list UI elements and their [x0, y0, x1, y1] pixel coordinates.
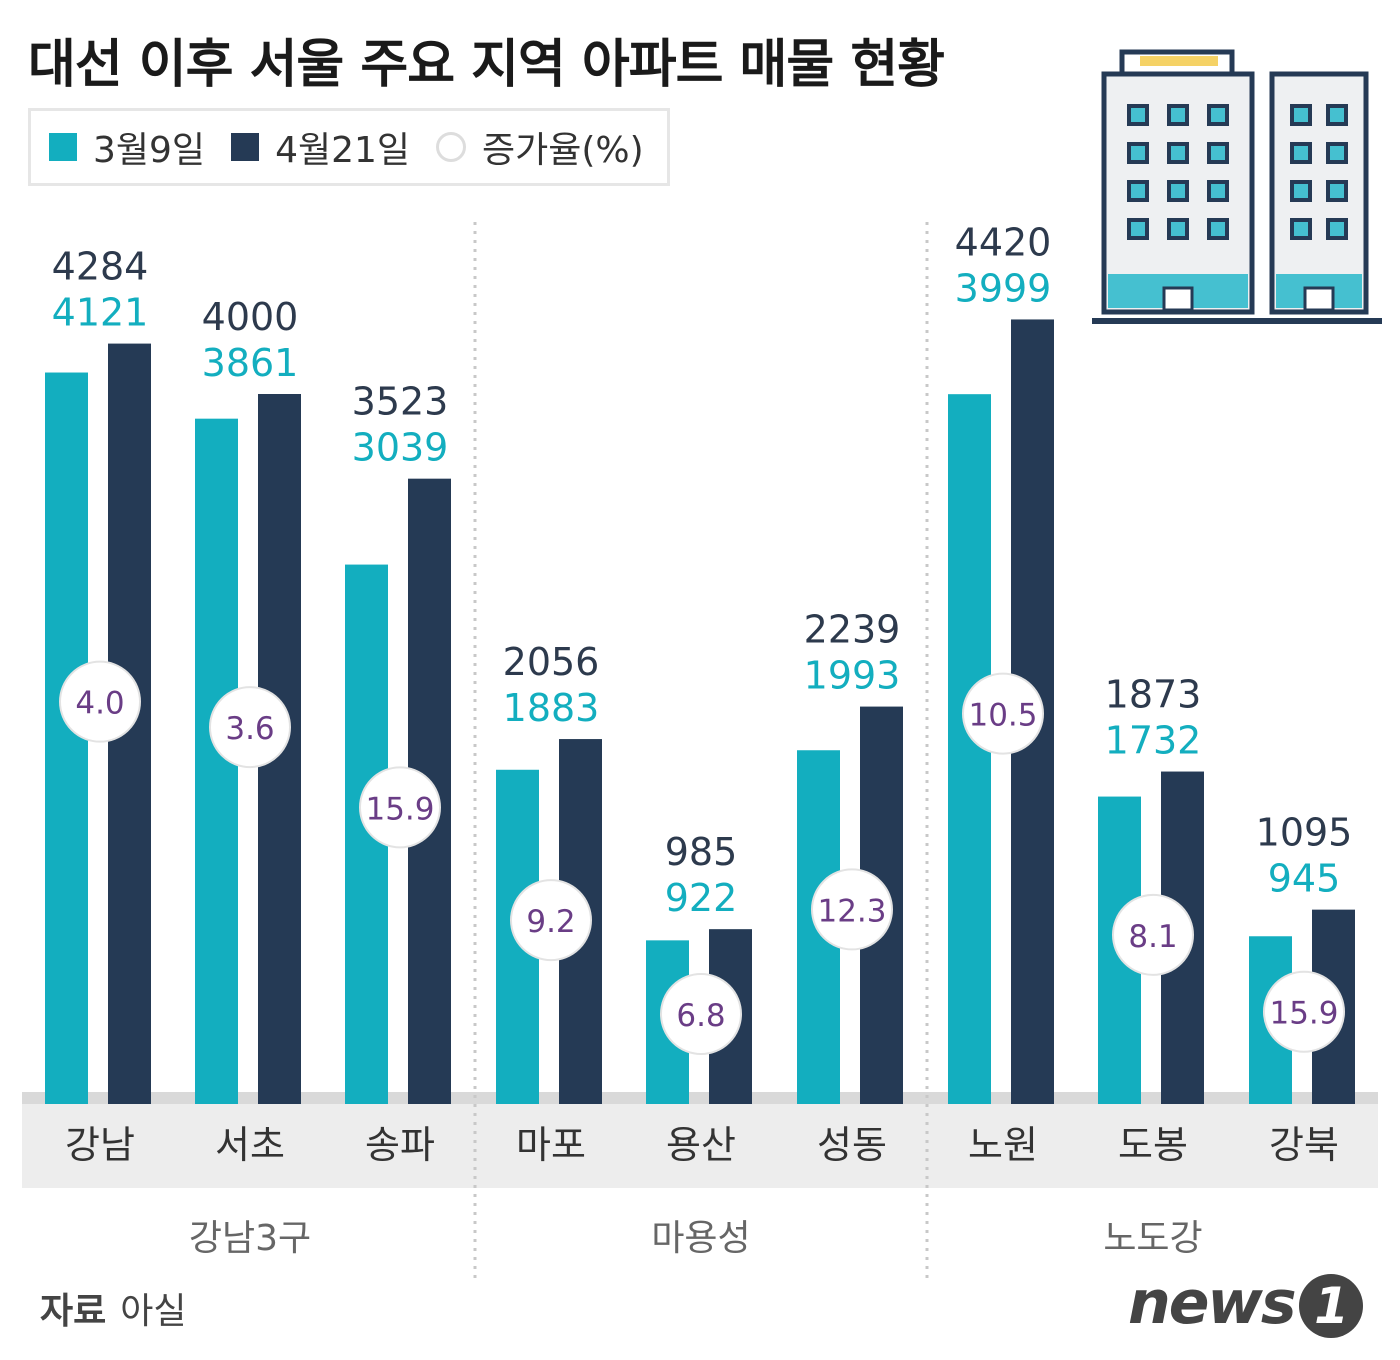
news1-logo: news 1	[1128, 1268, 1363, 1339]
legend-label-series2: 4월21일	[275, 130, 411, 171]
data-label-series1: 1732	[1105, 719, 1202, 763]
source-label: 자료	[40, 1291, 107, 1332]
legend-item-series1: 3월9일	[49, 121, 205, 173]
rate-label: 6.8	[676, 998, 725, 1034]
data-label-series1: 922	[665, 876, 738, 920]
legend-item-rate: 증가율(%)	[436, 121, 644, 173]
building-window	[1127, 218, 1149, 240]
building-door	[1162, 286, 1194, 312]
category-label: 용산	[666, 1123, 736, 1167]
legend-circle-rate	[436, 132, 467, 162]
logo-mark: 1	[1298, 1274, 1363, 1339]
data-label-series2: 1095	[1256, 811, 1353, 855]
rate-circle	[510, 879, 592, 962]
building-door	[1303, 286, 1335, 312]
building-window	[1290, 218, 1312, 240]
data-label-series1: 3999	[955, 266, 1052, 310]
building-window	[1207, 180, 1229, 202]
category-band	[22, 1104, 1378, 1188]
rate-circle	[811, 868, 893, 951]
group-label: 노도강	[1103, 1218, 1202, 1259]
rate-circle	[359, 766, 441, 849]
category-label: 서초	[215, 1123, 285, 1167]
rate-label: 12.3	[817, 893, 886, 929]
rate-circle	[962, 672, 1044, 755]
building-window	[1207, 104, 1229, 126]
data-label-series2: 985	[665, 830, 738, 874]
category-label: 도봉	[1118, 1123, 1188, 1167]
category-label: 강남	[65, 1123, 135, 1167]
data-label-series2: 2056	[503, 640, 600, 684]
rate-label: 15.9	[365, 791, 434, 827]
building-window	[1127, 180, 1149, 202]
source-note: 자료 아실	[40, 1282, 187, 1334]
rate-circle	[209, 686, 291, 769]
building-window	[1326, 104, 1348, 126]
data-label-series2: 3523	[352, 380, 449, 424]
legend-swatch-series1	[49, 133, 77, 161]
rate-circle	[660, 972, 742, 1055]
rate-circle	[59, 660, 141, 743]
legend-label-rate: 증가율(%)	[482, 130, 644, 171]
data-label-series1: 3039	[352, 426, 449, 470]
data-label-series2: 2239	[804, 608, 901, 652]
building-window	[1207, 142, 1229, 164]
building-window	[1290, 180, 1312, 202]
building-icon-small	[1269, 71, 1369, 315]
rate-label: 4.0	[75, 686, 124, 722]
rate-circle	[1112, 893, 1194, 976]
logo-text: news	[1128, 1268, 1297, 1338]
rate-label: 9.2	[526, 904, 575, 940]
category-label: 강북	[1269, 1123, 1339, 1167]
page-title: 대선 이후 서울 주요 지역 아파트 매물 현황	[28, 35, 945, 95]
legend-label-series1: 3월9일	[93, 130, 206, 171]
building-window	[1326, 180, 1348, 202]
building-window	[1167, 104, 1189, 126]
data-label-series1: 945	[1268, 857, 1341, 901]
building-window	[1290, 142, 1312, 164]
building-window	[1290, 104, 1312, 126]
data-label-series2: 4000	[202, 295, 299, 339]
rate-label: 10.5	[968, 698, 1037, 734]
data-label-series2: 4420	[955, 220, 1052, 264]
data-label-series2: 4284	[52, 245, 149, 289]
legend-item-series2: 4월21일	[231, 121, 410, 173]
category-label: 노원	[968, 1123, 1038, 1167]
data-label-series1: 1993	[804, 654, 901, 698]
bar-series1	[45, 372, 88, 1105]
category-label: 송파	[365, 1123, 435, 1167]
group-label: 강남3구	[189, 1218, 311, 1259]
rate-label: 3.6	[225, 711, 274, 747]
data-label-series1: 3861	[202, 341, 299, 385]
building-window	[1167, 218, 1189, 240]
building-window	[1326, 218, 1348, 240]
rate-circle	[1263, 970, 1345, 1053]
building-window	[1127, 104, 1149, 126]
rate-label: 8.1	[1128, 919, 1177, 955]
building-window	[1167, 180, 1189, 202]
building-window	[1167, 142, 1189, 164]
data-label-series1: 4121	[52, 291, 149, 335]
group-label: 마용성	[651, 1218, 750, 1259]
category-label: 성동	[817, 1123, 887, 1167]
data-label-series1: 1883	[503, 686, 600, 730]
building-window	[1326, 142, 1348, 164]
building-window	[1207, 218, 1229, 240]
legend: 3월9일 4월21일 증가율(%)	[28, 108, 670, 186]
legend-swatch-series2	[231, 133, 260, 161]
building-window	[1127, 142, 1149, 164]
source-name: 아실	[120, 1291, 187, 1332]
building-roof-light	[1140, 56, 1218, 66]
category-label: 마포	[516, 1123, 586, 1167]
rate-label: 15.9	[1269, 996, 1338, 1032]
data-label-series2: 1873	[1105, 673, 1202, 717]
